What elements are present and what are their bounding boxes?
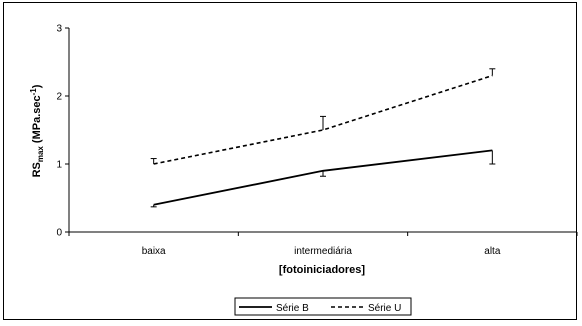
y-axis-title-main: RS — [31, 162, 43, 177]
axes: 0 1 2 3 baixa intermediária alta — [56, 24, 578, 257]
y-tick-label: 1 — [56, 160, 62, 171]
y-axis-title-subscript: max — [36, 146, 45, 163]
y-axis-title-close: ) — [31, 84, 43, 88]
y-axis-title-superscript: -1 — [29, 88, 38, 96]
y-axis-title-unit: (MPa.sec — [31, 95, 43, 146]
legend-label: Série B — [276, 303, 309, 314]
series-line-b — [153, 149, 493, 206]
x-tick-label: baixa — [142, 246, 166, 257]
legend-label: Série U — [368, 303, 401, 314]
legend: Série B Série U — [234, 297, 412, 316]
series-line-u — [153, 74, 493, 165]
chart-frame — [3, 2, 577, 320]
legend-box — [234, 297, 412, 316]
x-axis-title: [fotoiniciadores] — [279, 264, 366, 276]
plot-area — [150, 68, 496, 208]
y-axis-title: RSmax (MPa.sec-1) — [29, 84, 45, 177]
y-tick-label: 0 — [56, 228, 62, 239]
y-tick-label: 3 — [56, 24, 62, 35]
x-tick-label: alta — [484, 246, 501, 257]
y-tick-label: 2 — [56, 92, 62, 103]
x-tick-label: intermediária — [294, 246, 352, 257]
